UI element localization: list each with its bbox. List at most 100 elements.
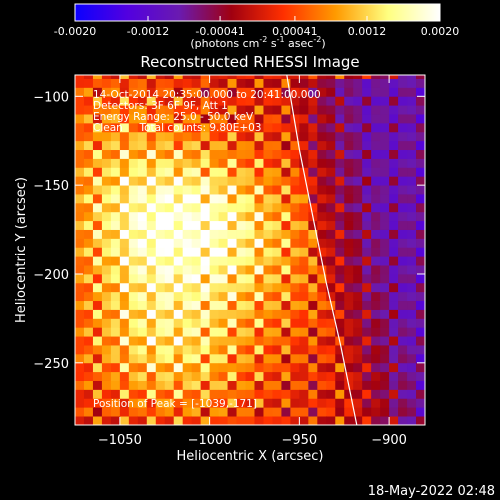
heatmap-cell — [416, 167, 425, 177]
heatmap-cell — [155, 380, 166, 390]
heatmap-cell — [128, 336, 139, 346]
heatmap-cell — [218, 371, 228, 381]
heatmap-cell — [398, 282, 408, 293]
heatmap-cell — [173, 238, 184, 248]
heatmap-cell — [137, 362, 148, 373]
heatmap-cell — [371, 238, 381, 248]
heatmap-cell — [227, 87, 237, 97]
heatmap-cell — [371, 78, 381, 88]
heatmap-cell — [317, 371, 327, 381]
heatmap-cell — [164, 140, 175, 151]
heatmap-cell — [83, 96, 94, 106]
heatmap-cell — [200, 327, 211, 337]
heatmap-cell — [353, 96, 363, 106]
heatmap-cell — [299, 75, 309, 79]
heatmap-cell — [101, 131, 112, 142]
heatmap-cell — [182, 75, 193, 79]
heatmap-cell — [119, 114, 130, 124]
heatmap-cell — [344, 416, 354, 425]
heatmap-cell — [146, 416, 157, 425]
heatmap-cell — [92, 105, 103, 115]
heatmap-cell — [353, 282, 363, 293]
heatmap-cell — [236, 265, 246, 275]
heatmap-cell — [407, 318, 417, 328]
heatmap-cell — [119, 300, 130, 310]
heatmap-cell — [182, 407, 193, 417]
heatmap-cell — [308, 229, 318, 239]
heatmap-cell — [281, 238, 291, 248]
heatmap-cell — [299, 211, 309, 222]
heatmap-cell — [182, 114, 193, 124]
heatmap-cell — [92, 265, 103, 275]
heatmap-cell — [128, 353, 139, 364]
heatmap-cell — [218, 345, 228, 355]
heatmap-cell — [110, 291, 121, 302]
heatmap-cell — [119, 158, 130, 168]
heatmap-cell — [164, 96, 175, 106]
heatmap-cell — [407, 336, 417, 346]
heatmap-cell — [236, 380, 246, 390]
heatmap-cell — [317, 362, 327, 373]
heatmap-cell — [362, 380, 372, 390]
heatmap-cell — [173, 185, 184, 195]
heatmap-cell — [263, 167, 273, 177]
heatmap-cell — [290, 407, 300, 417]
heatmap-cell — [290, 140, 300, 151]
heatmap-cell — [326, 176, 336, 186]
heatmap-cell — [227, 318, 237, 328]
heatmap-cell — [200, 87, 211, 97]
heatmap-cell — [353, 220, 363, 230]
heatmap-cell — [75, 167, 85, 177]
heatmap-cell — [155, 87, 166, 97]
heatmap-cell — [83, 345, 94, 355]
heatmap-cell — [326, 78, 336, 88]
heatmap-cell — [272, 194, 282, 204]
heatmap-cell — [389, 265, 399, 275]
heatmap-cell — [92, 131, 103, 142]
heatmap-cell — [191, 327, 202, 337]
annotation-time: 14-Oct-2014 20:35:00.000 to 20:41:00.000 — [93, 89, 321, 101]
heatmap-cell — [75, 238, 85, 248]
heatmap-cell — [380, 273, 390, 284]
heatmap-cell — [218, 327, 228, 337]
heatmap-cell — [137, 229, 148, 239]
heatmap-cell — [245, 398, 255, 408]
heatmap-cell — [362, 75, 372, 79]
heatmap-cell — [191, 407, 202, 417]
heatmap-cell — [137, 75, 148, 79]
heatmap-cell — [290, 176, 300, 186]
heatmap-cell — [344, 194, 354, 204]
heatmap-cell — [227, 122, 237, 133]
heatmap-cell — [263, 407, 273, 417]
heatmap-cell — [128, 398, 139, 408]
heatmap-cell — [308, 318, 318, 328]
heatmap-cell — [200, 256, 211, 266]
heatmap-cell — [119, 389, 130, 399]
heatmap-cell — [209, 114, 219, 124]
heatmap-cell — [173, 398, 184, 408]
heatmap-cell — [209, 327, 219, 337]
heatmap-cell — [110, 194, 121, 204]
heatmap-cell — [75, 149, 85, 159]
heatmap-cell — [75, 327, 85, 337]
heatmap-cell — [290, 371, 300, 381]
heatmap-cell — [353, 229, 363, 239]
heatmap-cell — [119, 273, 130, 284]
heatmap-cell — [137, 273, 148, 284]
heatmap-cell — [389, 78, 399, 88]
heatmap-cell — [344, 211, 354, 222]
heatmap-cell — [326, 416, 336, 425]
heatmap-cell — [83, 247, 94, 257]
heatmap-cell — [299, 158, 309, 168]
heatmap-cell — [353, 371, 363, 381]
heatmap-cell — [299, 327, 309, 337]
heatmap-cell — [110, 309, 121, 319]
heatmap-cell — [371, 194, 381, 204]
heatmap-cell — [272, 398, 282, 408]
heatmap-cell — [380, 362, 390, 373]
heatmap-cell — [137, 353, 148, 364]
heatmap-cell — [209, 380, 219, 390]
heatmap-cell — [236, 96, 246, 106]
heatmap-cell — [218, 256, 228, 266]
